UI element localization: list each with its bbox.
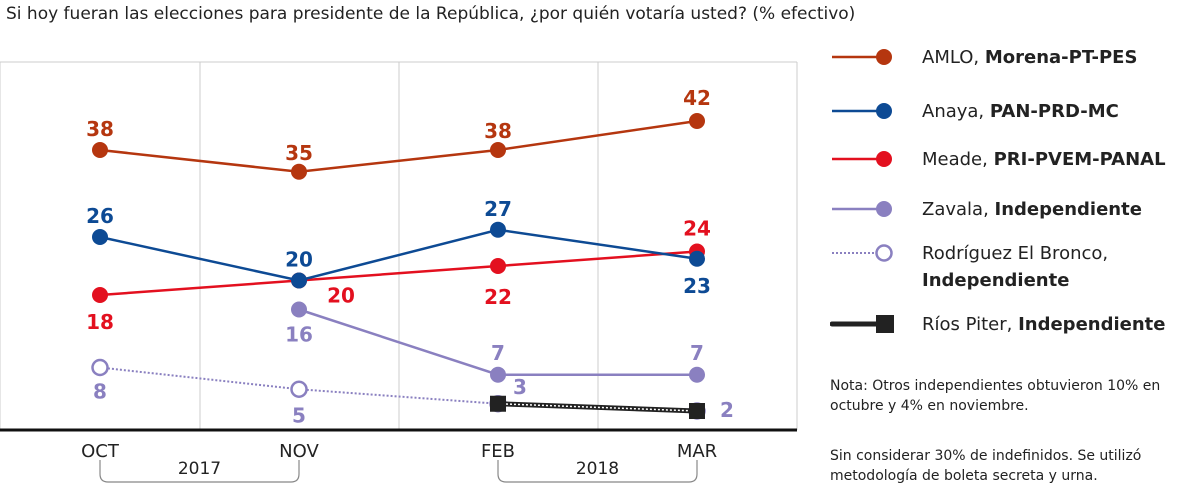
legend-name: AMLO, (922, 47, 980, 68)
data-point (92, 287, 108, 303)
year-label: 2018 (576, 459, 619, 479)
series-line-highlight (497, 403, 698, 412)
year-bracket (497, 460, 698, 483)
legend-swatch-icon (832, 151, 892, 167)
series-5 (490, 395, 705, 419)
data-point (91, 358, 109, 377)
data-point (490, 142, 506, 158)
legend-party: PRI-PVEM-PANAL (993, 149, 1166, 170)
data-label: 22 (484, 285, 512, 309)
data-point (689, 113, 705, 129)
series-line (99, 119, 698, 174)
data-point (490, 366, 506, 383)
data-label: 27 (484, 197, 512, 221)
data-label: 20 (327, 284, 355, 308)
data-point (689, 366, 705, 383)
data-label: 35 (285, 141, 313, 165)
legend-name: Meade, (922, 149, 988, 170)
series-1: 26 20 27 23 (86, 197, 711, 298)
legend-name: Anaya, (922, 101, 985, 122)
data-label: 38 (86, 117, 114, 141)
data-point (92, 229, 108, 245)
data-label: 24 (683, 217, 711, 241)
data-label: 16 (285, 323, 313, 347)
data-label: 2 (720, 398, 734, 422)
data-label: 23 (683, 274, 711, 298)
legend-swatch-icon (832, 49, 892, 65)
data-label: 7 (491, 341, 505, 365)
series-4: 8 5 3 2 (91, 358, 734, 427)
legend-swatch-icon (832, 201, 892, 217)
data-label: 20 (285, 248, 313, 272)
data-label: 18 (86, 310, 114, 334)
legend-item: AMLO, Morena-PT-PES (830, 44, 1137, 71)
legend-item: Zavala, Independiente (830, 196, 1142, 223)
series-3: 167 7 (285, 301, 705, 383)
data-point (291, 163, 307, 180)
series-line (99, 228, 698, 282)
data-point (689, 403, 705, 419)
data-label: 38 (484, 119, 512, 143)
note-other-independents: Nota: Otros independientes obtuvieron 10… (830, 378, 1161, 414)
note-methodology: Sin considerar 30% de indefinidos. Se ut… (830, 448, 1142, 484)
year-label: 2017 (178, 459, 221, 479)
year-bracket (99, 460, 300, 483)
legend-party: Independiente (994, 199, 1142, 220)
data-point (490, 221, 506, 238)
series-line (99, 366, 698, 412)
data-point (490, 258, 506, 274)
legend-swatch-icon (832, 103, 892, 119)
chart-title: Si hoy fueran las elecciones para presid… (6, 4, 856, 24)
data-point (290, 380, 308, 398)
x-tick-label: OCT (81, 441, 120, 462)
data-label: 7 (690, 341, 704, 365)
legend-item: Rodríguez El Bronco, Independiente (830, 240, 1108, 294)
legend-item: Anaya, PAN-PRD-MC (830, 98, 1119, 125)
legend-item: Meade, PRI-PVEM-PANAL (830, 146, 1166, 173)
legend-name: Rodríguez El Bronco, (922, 243, 1109, 264)
series-0: 38 35 38 42 (86, 86, 711, 180)
legend-swatch-icon (830, 315, 894, 333)
data-label: 5 (292, 403, 306, 427)
legend-item: Ríos Piter, Independiente (830, 311, 1165, 338)
legend-party: Morena-PT-PES (984, 47, 1138, 68)
x-tick-label: NOV (279, 441, 319, 462)
data-point (92, 142, 108, 158)
x-tick-label: MAR (677, 441, 717, 462)
data-point (291, 272, 307, 289)
data-point (490, 395, 506, 412)
data-label: 26 (86, 204, 114, 228)
x-tick-label: FEB (481, 441, 515, 462)
series-line (99, 250, 698, 297)
legend-name: Ríos Piter, (922, 314, 1013, 335)
data-label: 42 (683, 86, 711, 110)
legend-party: Independiente (922, 270, 1070, 291)
data-label: 3 (513, 375, 527, 399)
data-point (689, 250, 705, 267)
data-point (291, 301, 307, 318)
data-label: 8 (93, 380, 107, 404)
legend-party: Independiente (1018, 314, 1166, 335)
legend-party: PAN-PRD-MC (989, 101, 1119, 122)
legend-name: Zavala, (922, 199, 989, 220)
legend-swatch-icon (832, 244, 893, 262)
